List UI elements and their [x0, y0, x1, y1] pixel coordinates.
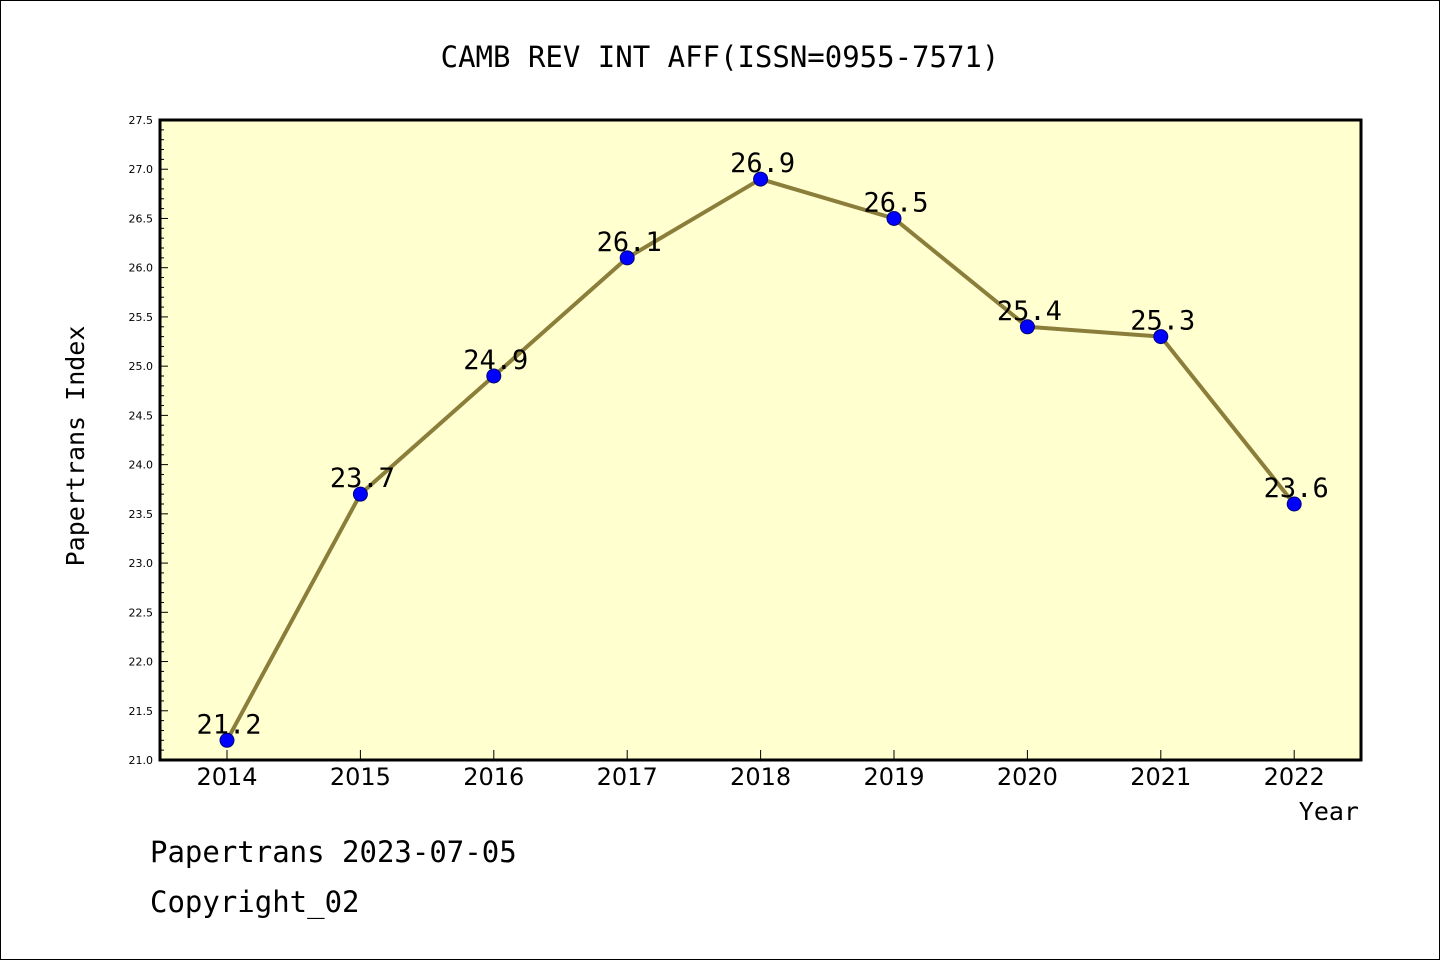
data-label: 21.2 — [196, 709, 261, 740]
x-tick-label: 2022 — [1264, 763, 1325, 791]
data-label: 25.4 — [997, 296, 1062, 327]
footer-date: Papertrans 2023-07-05 — [150, 835, 517, 869]
x-tick-label: 2019 — [863, 763, 924, 791]
y-tick-label: 22.5 — [129, 606, 154, 619]
y-tick-label: 22.0 — [129, 656, 154, 669]
data-label: 23.7 — [330, 463, 395, 494]
data-label: 25.3 — [1130, 306, 1195, 337]
x-tick-label: 2014 — [196, 763, 257, 791]
y-tick-label: 21.0 — [129, 754, 154, 767]
data-label: 26.5 — [863, 187, 928, 218]
x-tick-label: 2021 — [1130, 763, 1191, 791]
y-axis-label: Papertrans Index — [61, 326, 90, 567]
y-tick-label: 27.5 — [129, 114, 154, 127]
data-point — [352, 486, 368, 502]
x-tick-label: 2020 — [997, 763, 1058, 791]
chart-title: CAMB REV INT AFF(ISSN=0955-7571) — [441, 40, 1000, 74]
y-tick-label: 27.0 — [129, 163, 154, 176]
y-tick-label: 25.0 — [129, 360, 154, 373]
data-label: 26.1 — [597, 227, 662, 258]
x-tick-label: 2017 — [597, 763, 658, 791]
y-tick-label: 24.0 — [129, 459, 154, 472]
data-label: 24.9 — [463, 345, 528, 376]
series-layer: 21.2 23.7 24.9 26.1 26.9 26.5 25.4 25.3 23.6 — [196, 148, 1329, 748]
data-label: 26.9 — [730, 148, 795, 179]
data-point — [486, 368, 502, 384]
data-point — [1286, 496, 1302, 512]
x-axis-label: Year — [1299, 797, 1359, 826]
y-tick-label: 23.0 — [129, 557, 154, 570]
y-tick-label: 21.5 — [129, 705, 154, 718]
data-point — [886, 210, 902, 226]
plot-frame — [158, 118, 1363, 762]
x-tick-label: 2015 — [330, 763, 391, 791]
y-tick-label: 25.5 — [129, 311, 154, 324]
data-point — [753, 171, 769, 187]
x-tick-label: 2016 — [463, 763, 524, 791]
y-tick-label: 23.5 — [129, 508, 154, 521]
data-label: 23.6 — [1264, 473, 1329, 504]
data-point — [219, 732, 235, 748]
y-tick-label: 24.5 — [129, 409, 154, 422]
x-tick-label: 2018 — [730, 763, 791, 791]
data-point — [619, 250, 635, 266]
plot-area — [160, 120, 1361, 760]
data-point — [1153, 329, 1169, 345]
axis-ticks: 21.0 21.5 22.0 22.5 23.0 23.5 24.0 24.5 25.0 25.5… — [129, 114, 1325, 791]
data-point — [1019, 319, 1035, 335]
y-tick-label: 26.0 — [129, 262, 154, 275]
y-tick-label: 26.5 — [129, 212, 154, 225]
footer-copyright: Copyright_02 — [150, 885, 360, 919]
